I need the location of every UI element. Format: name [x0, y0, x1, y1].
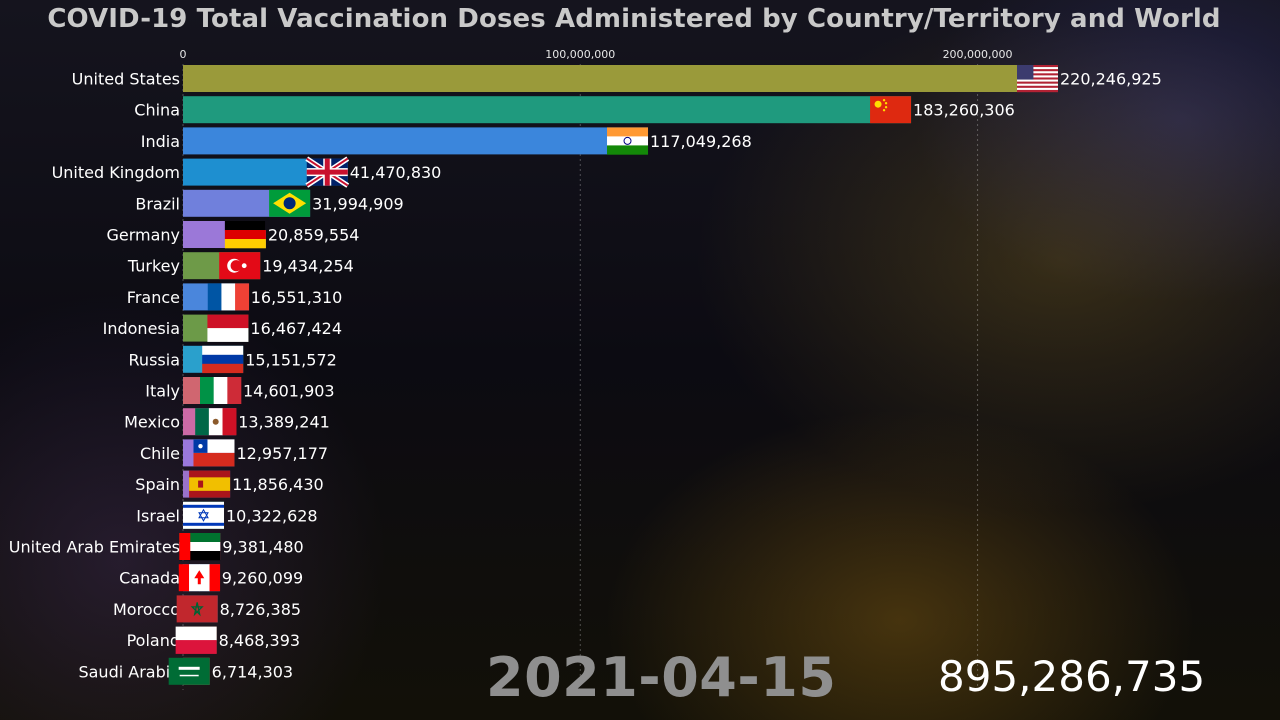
bar-row: United Arab Emirates 9,381,480 [9, 533, 304, 561]
bar-row: Turkey 19,434,254 [127, 252, 354, 280]
country-label: Poland [127, 631, 180, 650]
bar-row: United Kingdom 41,470,830 [52, 156, 442, 188]
value-label: 183,260,306 [913, 101, 1015, 120]
bar-row: Brazil 31,994,909 [135, 189, 404, 217]
value-label: 8,468,393 [219, 631, 300, 650]
israel-flag [183, 501, 225, 529]
value-label: 117,049,268 [650, 132, 752, 151]
brazil-flag [269, 189, 311, 217]
morocco-flag [176, 595, 218, 623]
country-label: China [134, 101, 180, 120]
turkey-flag [219, 252, 261, 280]
value-label: 15,151,572 [245, 350, 337, 369]
country-label: Chile [140, 444, 180, 463]
country-label: Russia [129, 350, 180, 369]
value-label: 14,601,903 [243, 382, 335, 401]
bar-row: France 16,551,310 [127, 283, 343, 311]
chile-flag [193, 439, 235, 467]
saudi-arabia-flag [168, 657, 210, 685]
bar [183, 65, 1058, 92]
country-label: United Kingdom [52, 163, 180, 182]
bar-row: Mexico 13,389,241 [124, 408, 330, 436]
bar-row: Germany 20,859,554 [106, 221, 360, 249]
value-label: 9,381,480 [222, 538, 303, 557]
mexico-flag [195, 408, 237, 436]
country-label: France [127, 288, 180, 307]
date-label: 2021-04-15 [486, 646, 837, 709]
country-label: Saudi Arabia [78, 662, 180, 681]
world-total: 895,286,735 [938, 652, 1206, 701]
country-label: United States [72, 70, 180, 89]
russia-flag [202, 345, 244, 374]
country-label: Mexico [124, 413, 180, 432]
bar [183, 127, 649, 155]
country-label: Italy [145, 382, 180, 401]
country-label: Germany [106, 226, 180, 245]
country-label: Indonesia [103, 319, 180, 338]
value-label: 16,467,424 [250, 319, 342, 338]
spain-flag [189, 470, 231, 498]
x-tick-label: 100,000,000 [545, 48, 615, 61]
bar-row: India 117,049,268 [141, 127, 752, 155]
india-flag [607, 127, 649, 155]
uk-flag [305, 156, 350, 188]
country-label: Morocco [113, 600, 180, 619]
value-label: 220,246,925 [1060, 70, 1162, 89]
country-label: India [141, 132, 180, 151]
bar-row: Chile 12,957,177 [140, 439, 328, 467]
bar [183, 96, 912, 124]
country-label: Israel [136, 506, 180, 525]
country-label: United Arab Emirates [9, 538, 180, 557]
bar-row: Spain 11,856,430 [135, 470, 324, 498]
x-tick-label: 0 [180, 48, 187, 61]
value-label: 20,859,554 [268, 226, 360, 245]
bar-row: China 183,260,306 [134, 96, 1015, 124]
value-label: 31,994,909 [312, 194, 404, 213]
italy-flag [200, 377, 242, 404]
bar-row: Canada 9,260,099 [119, 564, 303, 592]
us-flag [1017, 65, 1058, 93]
value-label: 6,714,303 [212, 662, 293, 681]
value-label: 12,957,177 [236, 444, 328, 463]
value-label: 11,856,430 [232, 475, 324, 494]
value-label: 13,389,241 [238, 413, 330, 432]
uae-flag [179, 533, 221, 561]
x-tick-label: 200,000,000 [943, 48, 1013, 61]
value-label: 9,260,099 [222, 569, 303, 588]
bar-row: United States 220,246,925 [72, 65, 1162, 93]
value-label: 8,726,385 [220, 600, 301, 619]
bar-row: Saudi Arabia 6,714,303 [78, 657, 293, 685]
country-label: Brazil [135, 194, 180, 213]
bar-row: Indonesia 16,467,424 [103, 314, 342, 342]
germany-flag [224, 221, 266, 249]
china-flag [870, 96, 912, 124]
poland-flag [175, 626, 217, 654]
bar-row: Italy 14,601,903 [145, 377, 335, 404]
chart-title: COVID-19 Total Vaccination Doses Adminis… [47, 4, 1221, 34]
country-label: Spain [135, 475, 180, 494]
france-flag [207, 283, 250, 311]
country-label: Canada [119, 569, 180, 588]
canada-flag [178, 564, 221, 592]
indonesia-flag [207, 314, 249, 342]
bar-row: Israel 10,322,628 [136, 501, 318, 529]
value-label: 19,434,254 [262, 257, 354, 276]
bar-row: Poland 8,468,393 [127, 626, 300, 654]
value-label: 41,470,830 [350, 163, 442, 182]
value-label: 16,551,310 [251, 288, 343, 307]
bar-row: Russia 15,151,572 [129, 345, 337, 374]
country-label: Turkey [127, 257, 180, 276]
bar-row: Morocco 8,726,385 [113, 595, 301, 623]
value-label: 10,322,628 [226, 506, 318, 525]
